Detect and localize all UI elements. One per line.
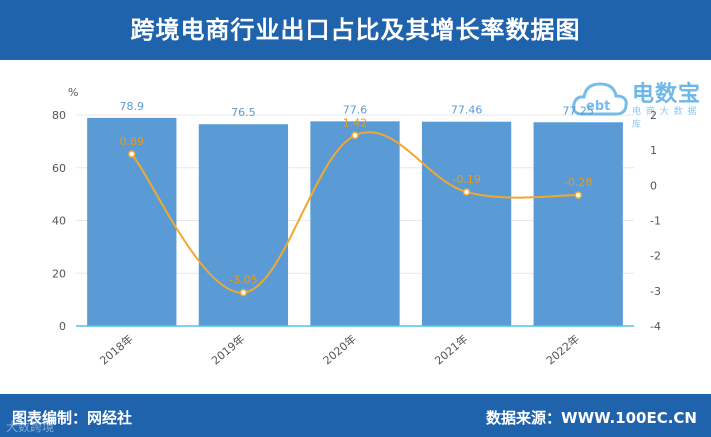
bar-value-label: 77.46 [451,104,483,117]
line-value-label: -0.19 [452,173,480,186]
line-value-label: -0.28 [564,176,592,189]
bar [310,121,400,326]
y-tick-label: 60 [52,162,66,175]
footer-watermark: 大数跨境 [6,420,55,434]
x-tick-label: 2021年 [432,332,471,368]
cloud-ebt-icon: ebt [572,82,628,116]
bar [87,117,177,326]
y-tick-label: 80 [52,109,66,122]
y2-tick-label: 0 [650,179,657,192]
x-tick-label: 2019年 [208,332,247,368]
svg-text:ebt: ebt [586,99,610,114]
y2-tick-label: 1 [650,144,657,157]
line-value-label: 1.42 [343,116,368,129]
line-point [574,191,582,199]
footer-editor: 图表编制：网经社 [12,409,133,427]
x-tick-label: 2018年 [97,332,136,368]
y2-tick-label: -4 [650,320,661,333]
y2-tick-label: -1 [650,215,661,228]
bar-value-label: 77.6 [343,103,368,116]
x-tick-label: 2022年 [543,332,582,368]
bar-value-label: 76.5 [231,106,256,119]
line-point [128,150,136,158]
y-tick-label: 0 [59,320,66,333]
line-point [351,131,359,140]
y-tick-label: 20 [52,267,66,280]
footer-bar: 图表编制：网经社 数据来源：WWW.100EC.CN [0,394,711,437]
y2-tick-label: -3 [650,285,661,298]
growth-line [131,131,579,294]
y-tick-label: 40 [52,215,66,228]
logo-name: 电数宝 [632,82,702,107]
chart-title-bar: 跨境电商行业出口占比及其增长率数据图 [0,0,711,60]
line-point [462,188,471,196]
y-axis-unit: % [68,86,78,99]
chart-title: 跨境电商行业出口占比及其增长率数据图 [130,16,581,44]
bar-value-label: 78.9 [120,100,145,113]
line-value-label: 0.89 [120,135,145,148]
line-value-label: -3.05 [229,274,257,287]
x-tick-label: 2020年 [320,332,359,368]
logo-subtitle: 电 商 大 数 据 库 [632,107,698,130]
bar [533,122,623,326]
line-point [239,288,248,297]
footer-source: 数据来源：WWW.100EC.CN [486,409,697,427]
y2-tick-label: -2 [650,250,661,263]
y2-tick-label: 2 [650,109,657,122]
brand-logo: ebt 电数宝 电 商 大 数 据 库 [570,74,710,130]
bar [421,121,512,326]
